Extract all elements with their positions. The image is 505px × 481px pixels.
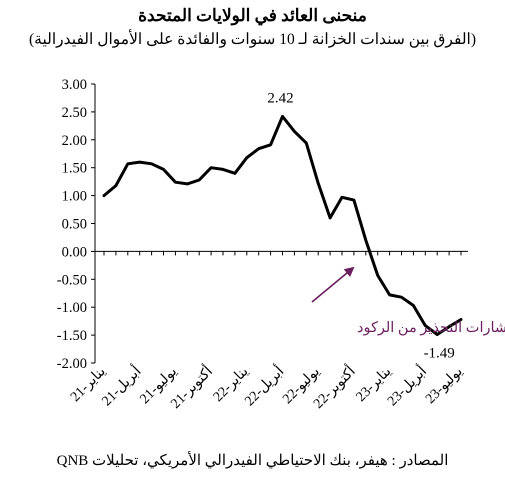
chart-subtitle: (الفرق بين سندات الخزانة لـ 10 سنوات وال… [28, 31, 477, 48]
warning-arrow [311, 266, 355, 303]
y-tick-label: -0.50 [57, 272, 87, 288]
x-tick-label: أبريل-21 [97, 361, 145, 409]
y-axis-ticks: 3.00 2.50 2.00 1.50 1.00 0.50 0.00 -0.50 -1.00 -1… [57, 77, 95, 372]
y-tick-label: 1.00 [62, 189, 87, 205]
min-value-label: -1.49 [424, 346, 455, 362]
y-tick-label: 0.50 [62, 217, 87, 233]
chart-title: منحنى العائد في الولايات المتحدة [138, 6, 367, 25]
x-tick-label: يوليو-23 [423, 364, 466, 407]
warning-arrow-label: انطلاق إشارات التحذير من الركود [357, 320, 505, 336]
y-tick-label: 2.00 [62, 133, 87, 149]
y-tick-label: 0.00 [62, 244, 87, 260]
y-tick-label: -1.00 [57, 300, 87, 316]
y-tick-label: 1.50 [62, 161, 87, 177]
x-tick-label: أبريل-22 [239, 361, 287, 409]
y-tick-label: 3.00 [62, 77, 87, 93]
y-tick-label: -1.50 [57, 328, 87, 344]
y-tick-label: 2.50 [62, 105, 87, 121]
max-value-label: 2.42 [267, 90, 293, 106]
x-tick-label: أبريل-23 [382, 361, 430, 409]
source-note: المصادر : هيفر، بنك الاحتياطي الفيدرالي … [56, 453, 449, 469]
annotations: 2.42 -1.49 انطلاق إشارات التحذير من الركود [267, 90, 505, 361]
series-group [102, 114, 463, 336]
series-line [102, 114, 463, 336]
y-tick-label: -2.00 [57, 356, 87, 372]
